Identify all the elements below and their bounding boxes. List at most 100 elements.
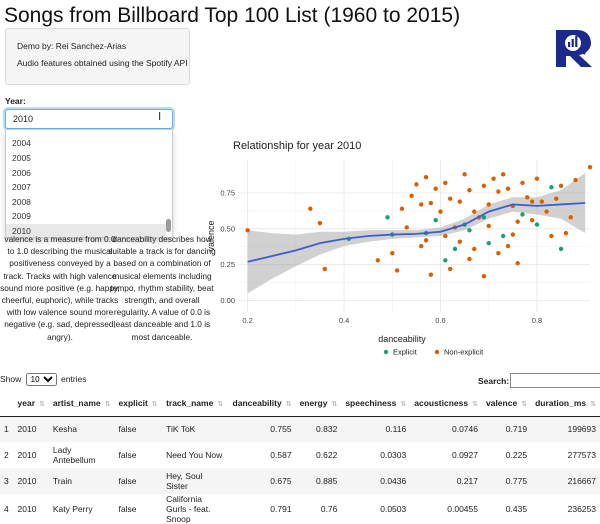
cell: 0.775 [481,468,532,494]
y-tick-label: 0.75 [220,188,235,197]
text-cursor-icon: I [158,110,162,123]
non-explicit-point [491,176,496,181]
year-dropdown[interactable]: 2004 2005 2006 2007 2008 2009 2010 [5,130,173,238]
non-explicit-point [457,199,463,204]
non-explicit-point [505,243,511,249]
songs-table: year ⇅ artist_name ⇅ explicit ⇅ track_name ⇅… [0,391,600,524]
non-explicit-point [317,220,323,226]
info-panel: Demo by: Rei Sanchez-Arias Audio feature… [5,28,190,85]
sort-icon: ⇅ [521,400,528,409]
explicit-point [501,233,506,239]
x-tick-label: 0.8 [532,316,542,325]
cell: 0.0303 [341,442,411,468]
y-tick-label: 0.00 [220,296,235,305]
sort-icon: ⇅ [590,400,596,409]
cell: TiK ToK [162,416,229,442]
year-select-input[interactable]: 2010 [5,109,173,129]
year-option[interactable]: 2008 [12,197,31,207]
non-explicit-point [419,202,424,207]
year-option[interactable]: 2006 [12,168,31,178]
legend-marker [434,349,440,355]
col-header-energy[interactable]: energy ⇅ [295,391,342,417]
explicit-point [452,246,458,252]
non-explicit-point [486,223,491,229]
cell: 0.622 [295,442,342,468]
sort-icon: ⇅ [39,400,45,409]
non-explicit-point [510,232,516,237]
cell: Hey, Soul Sister [162,468,229,494]
col-header-index[interactable] [0,391,14,417]
year-option-selected[interactable]: 2010 [6,224,166,237]
table-row[interactable]: 1 2010 Kesha false TiK ToK 0.755 0.832 0… [0,416,600,442]
cell: Need You Now [162,442,229,468]
y-axis-label: valence [206,220,216,251]
col-header-valence[interactable]: valence ⇅ [481,391,532,417]
non-explicit-point [515,261,520,266]
year-option[interactable]: 2009 [12,211,31,221]
table-row[interactable]: 4 2010 Katy Perry false California Gurls… [0,494,600,524]
non-explicit-point [529,199,535,204]
non-explicit-point [414,182,419,187]
non-explicit-point [409,193,414,199]
credit-source: Audio features obtained using the Spotif… [17,58,188,68]
explicit-point [385,215,390,220]
col-header-danceability[interactable]: danceability ⇅ [228,391,296,417]
cell: 2010 [13,468,49,494]
trend-line [247,202,586,263]
col-header-duration[interactable]: duration_ms ⇅ [531,391,600,417]
non-explicit-point [515,219,520,224]
col-header-artist[interactable]: artist_name ⇅ [48,391,115,417]
col-header-year[interactable]: year ⇅ [13,391,49,417]
explicit-point [534,222,540,227]
year-option[interactable]: 2007 [12,182,31,192]
length-control: Show 10 entries [0,373,87,386]
non-explicit-point [520,180,525,186]
valence-description: valence is a measure from 0.0 to 1.0 des… [0,234,120,342]
cell: 0.675 [228,468,296,494]
x-axis-label: danceability [378,334,426,344]
cell: 0.719 [481,416,532,442]
year-option[interactable]: 2004 [12,138,31,148]
non-explicit-point [486,202,491,207]
table-row[interactable]: 3 2010 Train false Hey, Soul Sister 0.67… [0,468,600,494]
cell: Katy Perry [48,494,115,524]
cell: 0.885 [295,468,342,494]
non-explicit-point [481,273,487,279]
col-header-explicit[interactable]: explicit ⇅ [114,391,163,417]
non-explicit-point [428,200,434,206]
cell: 0.791 [228,494,296,524]
explicit-point [549,185,554,190]
cell: false [114,468,163,494]
cell: California Gurls - feat. Snoop [162,494,229,524]
cell: 236253 [531,494,600,524]
non-explicit-point [438,209,443,214]
non-explicit-point [308,206,313,211]
non-explicit-point [404,225,409,230]
non-explicit-point [462,172,467,177]
sort-icon: ⇅ [331,400,338,409]
col-header-acousticness[interactable]: acousticness ⇅ [410,391,482,417]
non-explicit-point [544,209,549,214]
col-header-track[interactable]: track_name ⇅ [162,391,229,417]
non-explicit-point [472,246,477,252]
non-explicit-point [390,251,395,256]
sort-icon: ⇅ [151,400,158,409]
page-length-select[interactable]: 10 [25,373,57,386]
col-header-speechiness[interactable]: speechiness ⇅ [341,391,411,417]
cell: 216667 [531,468,600,494]
table-row[interactable]: 2 2010 Lady Antebellum false Need You No… [0,442,600,468]
sort-icon: ⇅ [285,400,292,409]
sort-icon: ⇅ [104,400,111,409]
y-tick-label: 0.25 [220,260,235,269]
year-option[interactable]: 2005 [12,153,31,163]
non-explicit-point [539,199,544,204]
non-explicit-point [467,256,472,262]
search-input[interactable] [510,373,600,388]
sort-icon: ⇅ [217,400,224,409]
non-explicit-point [457,239,463,244]
cell: 0.0436 [341,468,411,494]
legend-label: Non-explicit [444,348,484,357]
dropdown-scrollbar[interactable] [166,219,171,232]
cell: 277573 [531,442,600,468]
y-tick-label: 0.50 [220,224,235,233]
